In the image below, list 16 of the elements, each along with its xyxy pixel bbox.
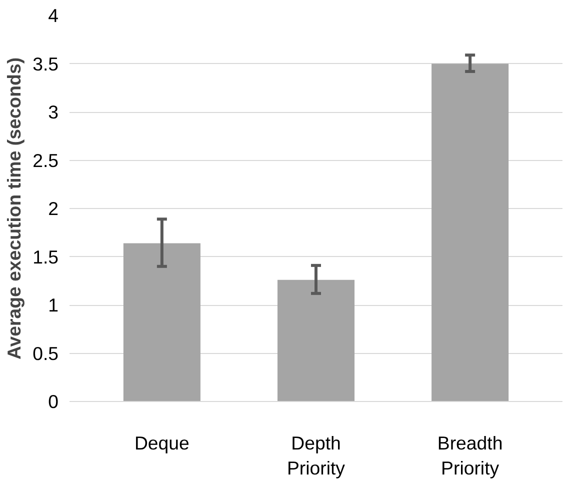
bar: [432, 64, 509, 402]
y-tick-label: 1.5: [32, 246, 59, 268]
bar: [277, 280, 355, 402]
bar: [123, 243, 200, 402]
y-tick-label: 1: [48, 294, 59, 316]
y-tick-label: 0: [48, 391, 59, 412]
y-tick-label: 2.5: [32, 150, 59, 171]
x-tick-label: Deque: [134, 432, 190, 454]
y-tick-label: 4: [48, 5, 59, 26]
y-axis-title: Average execution time (seconds): [4, 57, 25, 360]
y-tick-label: 3: [48, 102, 59, 122]
y-tick-label: 0.5: [32, 342, 59, 364]
y-tick-label: 3.5: [32, 53, 59, 74]
x-tick-label: Depth Priority: [286, 432, 346, 479]
x-tick-label: Breadth Priority: [437, 432, 503, 479]
y-tick-label: 2: [48, 198, 59, 219]
